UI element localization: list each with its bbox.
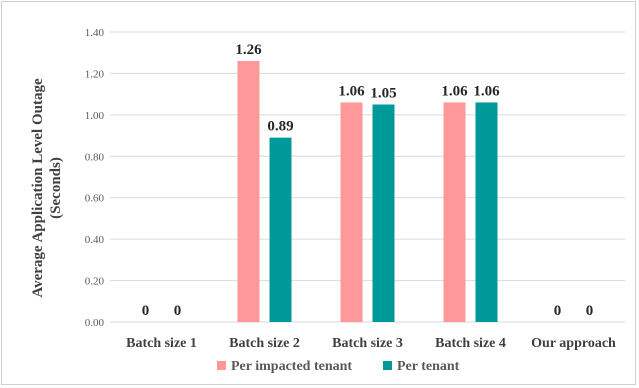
- data-label: 0: [554, 303, 562, 319]
- bar: [372, 104, 395, 322]
- y-tick-label: 1.00: [85, 110, 105, 122]
- data-label: 0: [174, 303, 182, 319]
- y-tick-label: 0.60: [85, 193, 105, 205]
- category-label: Batch size 2: [229, 336, 300, 351]
- data-label: 0: [586, 303, 594, 319]
- data-label: 1.26: [235, 42, 262, 58]
- category-label: Batch size 4: [435, 336, 506, 351]
- data-label: 1.06: [441, 83, 468, 99]
- y-tick-labels: 0.00 0.20 0.40 0.60 0.80 1.00 1.20 1.40: [85, 27, 105, 329]
- category-label: Our approach: [531, 336, 616, 351]
- y-tick-label: 0.40: [85, 234, 105, 246]
- data-label: 1.06: [338, 83, 365, 99]
- data-label: 1.06: [473, 83, 500, 99]
- bar: [475, 102, 498, 322]
- legend-label: Per impacted tenant: [231, 359, 352, 374]
- bars: [237, 61, 498, 322]
- y-tick-label: 1.20: [85, 68, 105, 80]
- data-label: 0.89: [267, 119, 293, 135]
- y-axis-label-line2: (Seconds): [48, 157, 64, 219]
- category-labels: Batch size 1 Batch size 2 Batch size 3 Batc…: [126, 336, 616, 351]
- category-label: Batch size 1: [126, 336, 197, 351]
- data-label: 0: [142, 303, 150, 319]
- legend-swatch: [383, 361, 392, 370]
- y-tick-label: 0.20: [85, 276, 105, 288]
- y-axis-label-line1: Average Application Level Outage: [30, 78, 46, 298]
- y-tick-label: 1.40: [85, 27, 105, 39]
- data-label: 1.05: [370, 86, 396, 102]
- data-labels: 0 0 1.26 0.89 1.06 1.05 1.06 1.06 0 0: [142, 42, 594, 319]
- category-label: Batch size 3: [332, 336, 403, 351]
- legend: Per impacted tenant Per tenant: [217, 359, 460, 374]
- y-tick-label: 0.00: [85, 317, 105, 329]
- bar: [443, 102, 466, 322]
- bar: [269, 137, 292, 322]
- legend-label: Per tenant: [397, 359, 460, 374]
- legend-swatch: [217, 361, 226, 370]
- bar: [340, 102, 363, 322]
- bar: [237, 61, 260, 322]
- y-tick-label: 0.80: [85, 151, 105, 163]
- gridlines: [110, 31, 625, 323]
